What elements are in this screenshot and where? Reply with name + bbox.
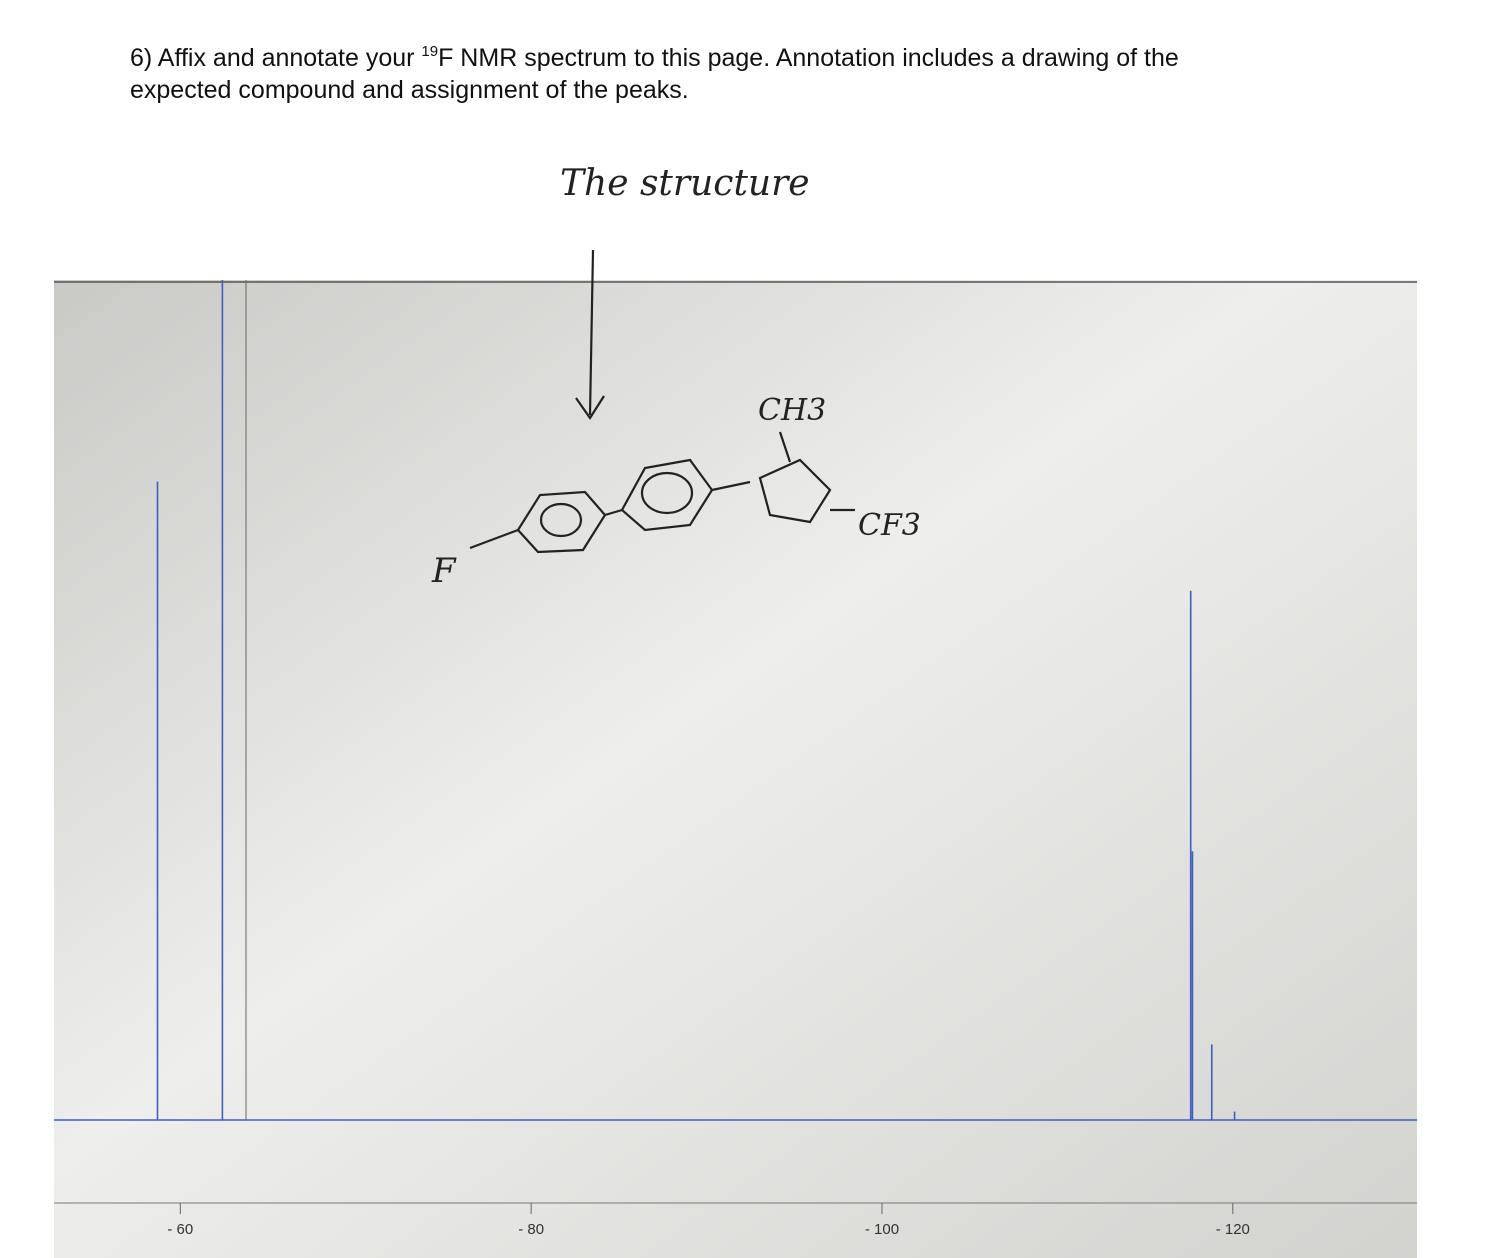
question: 6) Affix and annotate your 19F NMR spect… <box>130 42 1179 106</box>
structure-drawing <box>469 249 855 554</box>
question-text: F NMR spectrum to this page. Annotation … <box>438 44 1179 72</box>
screen-area <box>54 280 1417 1258</box>
question-line: 6) Affix and annotate your 19F NMR spect… <box>130 42 1179 74</box>
question-text: 6) Affix and annotate your <box>130 44 422 72</box>
label-ch3: CH3 <box>758 393 826 428</box>
x-tick-label: - 100 <box>865 1221 899 1238</box>
label-cf3: CF3 <box>858 508 921 543</box>
x-tick-label: - 80 <box>518 1221 544 1238</box>
question-line: expected compound and assignment of the … <box>130 76 689 104</box>
x-tick-label: - 120 <box>1216 1221 1250 1238</box>
handwritten-heading: The structure <box>560 163 810 204</box>
superscript: 19 <box>421 43 439 60</box>
label-f: F <box>431 551 457 591</box>
x-tick-label: - 60 <box>167 1221 193 1238</box>
